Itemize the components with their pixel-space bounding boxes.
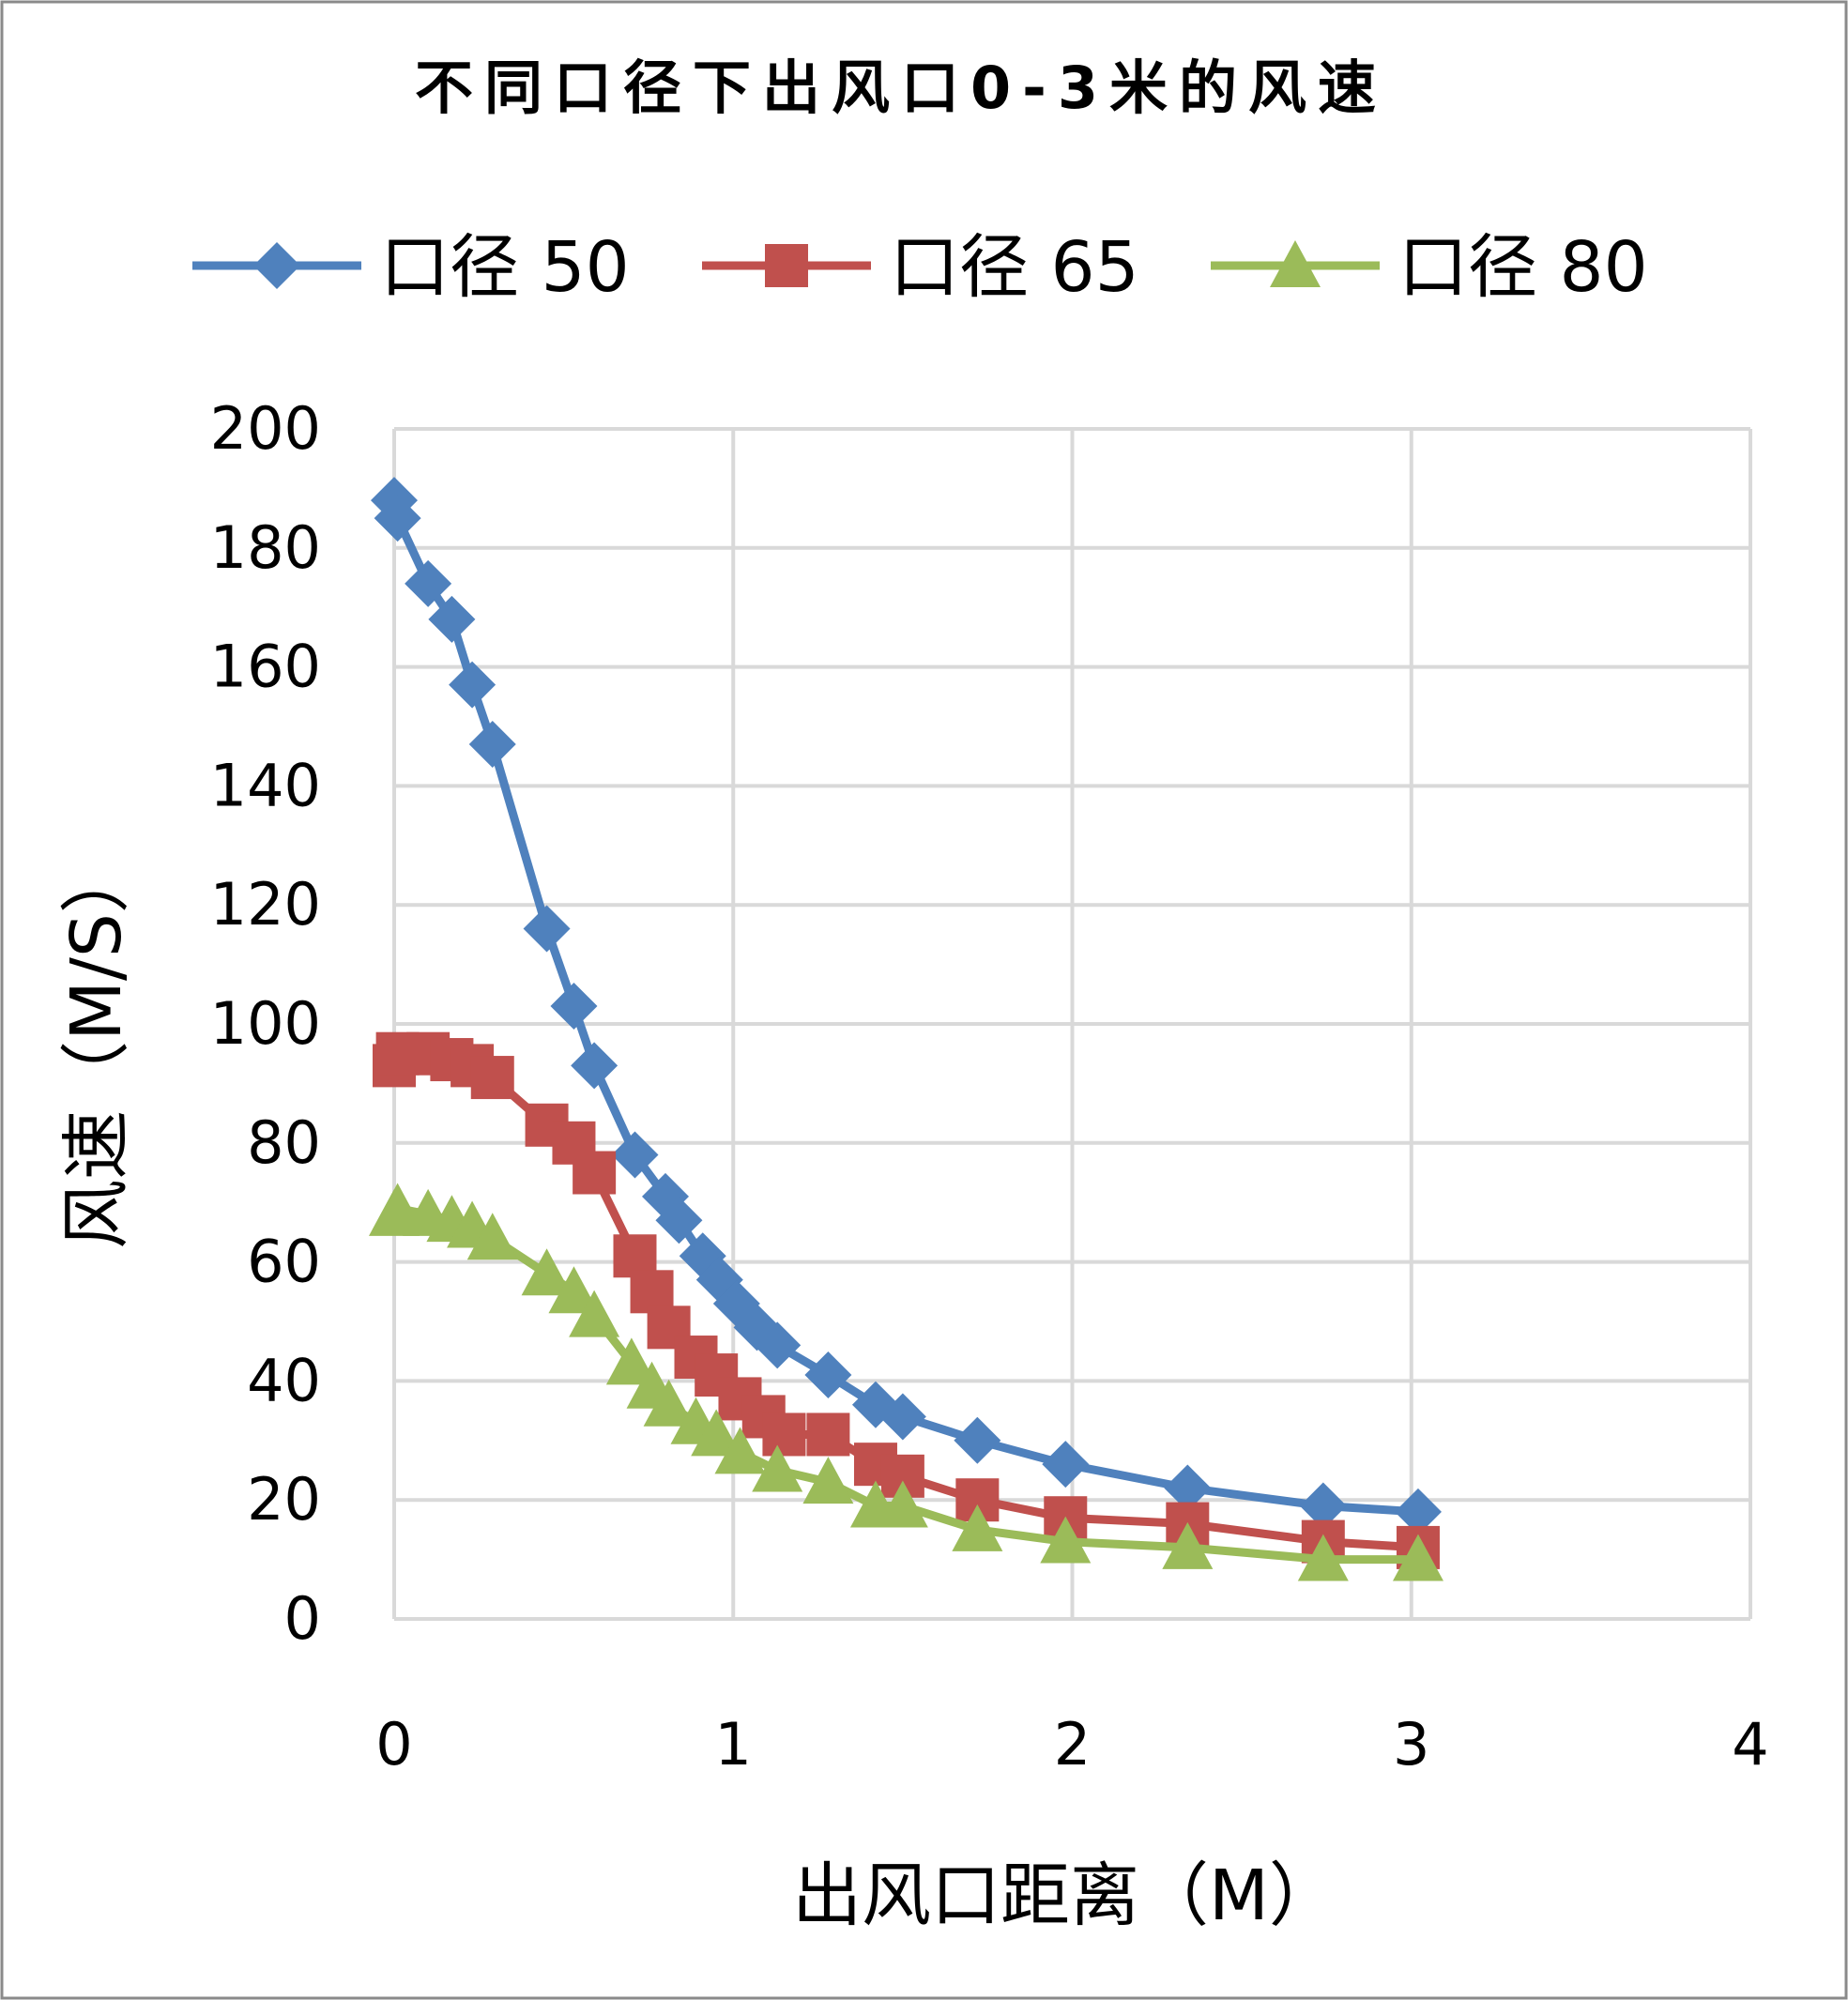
y-tick-label: 100 bbox=[210, 989, 321, 1058]
data-point bbox=[804, 1351, 852, 1399]
data-point bbox=[802, 1457, 854, 1504]
data-point bbox=[952, 1504, 1003, 1551]
data-point bbox=[571, 1042, 619, 1090]
x-axis-ticks: 0 1 2 3 4 bbox=[375, 1710, 1768, 1779]
data-point bbox=[1299, 1482, 1347, 1530]
data-point bbox=[1394, 1488, 1442, 1535]
data-point bbox=[655, 1197, 703, 1244]
legend-marker bbox=[765, 244, 808, 287]
x-tick-label: 4 bbox=[1732, 1710, 1768, 1779]
y-tick-label: 120 bbox=[210, 870, 321, 939]
data-point bbox=[523, 905, 571, 953]
legend-item: 口径 80 bbox=[1211, 227, 1648, 308]
data-point bbox=[569, 1290, 620, 1337]
data-point bbox=[1040, 1516, 1092, 1564]
y-tick-label: 0 bbox=[284, 1584, 321, 1653]
y-tick-label: 140 bbox=[210, 751, 321, 819]
data-point bbox=[1042, 1441, 1090, 1489]
data-point bbox=[428, 595, 476, 643]
data-point bbox=[550, 982, 598, 1030]
data-point bbox=[806, 1412, 850, 1457]
y-tick-label: 200 bbox=[210, 394, 321, 463]
legend-item: 口径 65 bbox=[702, 227, 1139, 308]
data-point bbox=[754, 1321, 802, 1369]
series-3 bbox=[369, 1183, 1443, 1581]
data-point bbox=[374, 495, 421, 542]
data-point bbox=[877, 1480, 928, 1528]
data-point bbox=[691, 1409, 742, 1457]
data-point bbox=[470, 1056, 514, 1100]
series-layer bbox=[369, 477, 1443, 1581]
legend-marker bbox=[1270, 240, 1321, 287]
y-axis-label: 风速（M/S） bbox=[56, 844, 137, 1249]
data-point bbox=[605, 1337, 657, 1385]
data-point bbox=[573, 1151, 617, 1195]
legend-label: 口径 65 bbox=[890, 227, 1139, 308]
x-tick-label: 0 bbox=[375, 1710, 412, 1779]
data-point bbox=[468, 721, 516, 769]
data-point bbox=[548, 1266, 600, 1314]
data-point bbox=[762, 1412, 806, 1457]
data-point bbox=[714, 1427, 766, 1474]
data-point bbox=[1164, 1464, 1212, 1512]
y-tick-label: 40 bbox=[247, 1346, 321, 1414]
legend-marker bbox=[253, 242, 300, 289]
data-point bbox=[954, 1416, 1001, 1464]
legend-label: 口径 80 bbox=[1398, 227, 1648, 308]
data-point bbox=[1162, 1521, 1214, 1569]
x-tick-label: 2 bbox=[1054, 1710, 1091, 1779]
x-tick-label: 3 bbox=[1393, 1710, 1429, 1779]
data-point bbox=[405, 559, 452, 607]
y-tick-label: 180 bbox=[210, 513, 321, 582]
series-1 bbox=[371, 477, 1442, 1535]
data-point bbox=[449, 661, 496, 709]
data-point bbox=[372, 1183, 423, 1230]
data-point bbox=[752, 1444, 803, 1492]
data-point bbox=[1297, 1534, 1349, 1581]
y-axis-ticks: 0 20 40 60 80 100 120 140 160 180 200 bbox=[210, 394, 321, 1653]
x-axis-label: 出风口距离（M） bbox=[792, 1855, 1338, 1936]
y-tick-label: 20 bbox=[247, 1465, 321, 1534]
y-tick-label: 80 bbox=[247, 1108, 321, 1177]
y-tick-label: 160 bbox=[210, 633, 321, 701]
data-point bbox=[521, 1248, 573, 1296]
data-point bbox=[466, 1213, 518, 1260]
data-point bbox=[611, 1131, 659, 1179]
y-tick-label: 60 bbox=[247, 1228, 321, 1296]
data-point bbox=[643, 1379, 695, 1427]
chart-title: 不同口径下出风口0-3米的风速 bbox=[415, 53, 1387, 122]
legend: 口径 50 口径 65 口径 80 bbox=[192, 227, 1648, 308]
x-tick-label: 1 bbox=[715, 1710, 752, 1779]
legend-label: 口径 50 bbox=[380, 227, 630, 308]
data-point bbox=[878, 1393, 926, 1441]
data-point bbox=[1392, 1534, 1443, 1581]
legend-item: 口径 50 bbox=[192, 227, 630, 308]
